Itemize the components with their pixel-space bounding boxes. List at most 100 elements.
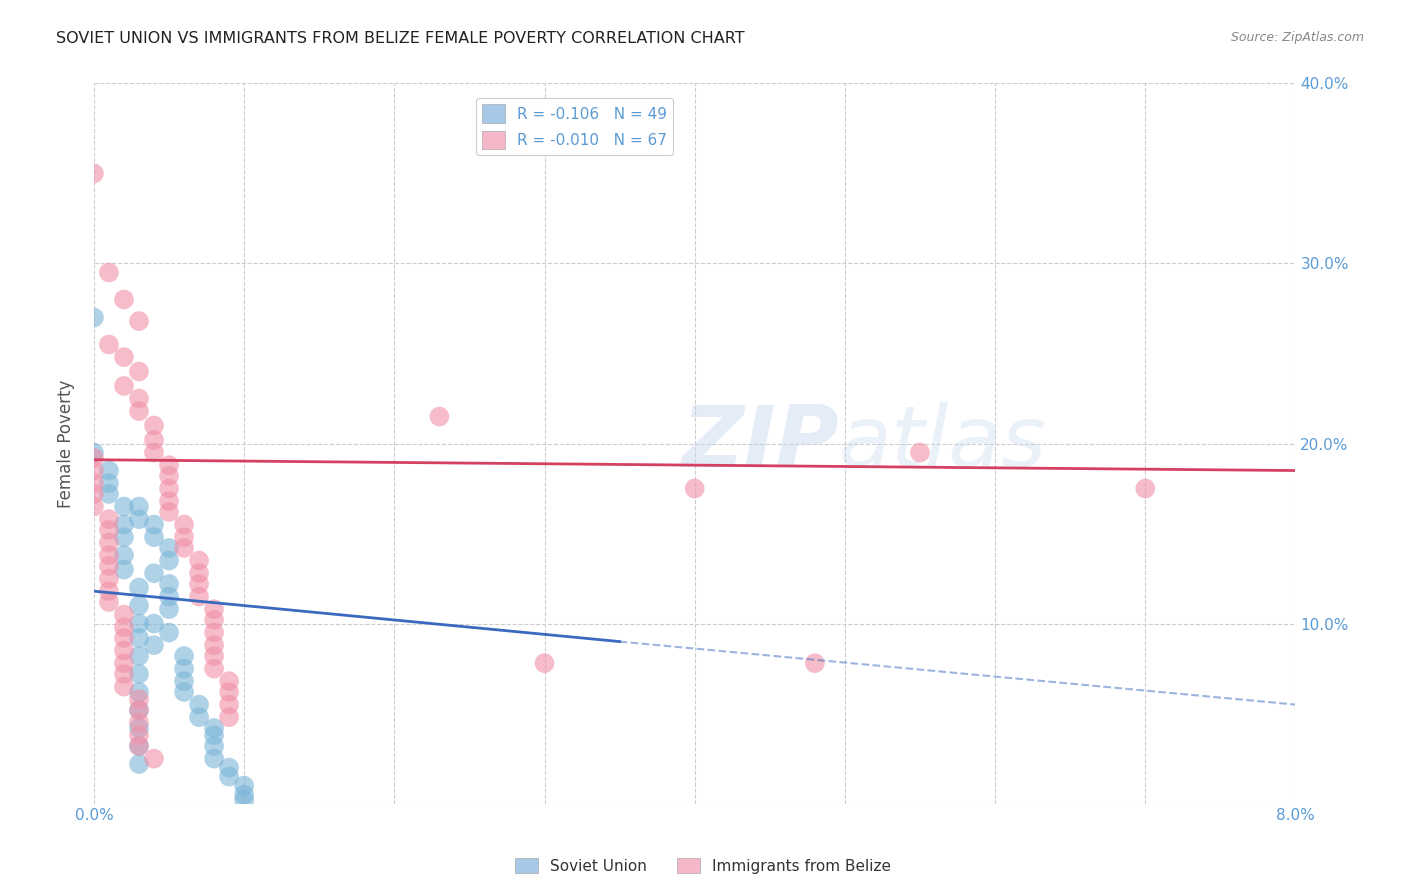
Point (157, 625, 180, 640)
Point (97, 572, 120, 586)
Point (143, 530, 166, 544)
Point (128, 721, 150, 735)
Point (233, 793, 256, 807)
Point (112, 350, 135, 364)
Legend: Soviet Union, Immigrants from Belize: Soviet Union, Immigrants from Belize (509, 852, 897, 880)
Point (157, 458, 180, 472)
Point (143, 566, 166, 581)
Y-axis label: Female Poverty: Female Poverty (58, 379, 75, 508)
Point (218, 698, 240, 712)
Point (202, 638, 225, 652)
Point (143, 445, 166, 459)
Point (112, 293, 135, 307)
Point (157, 541, 180, 555)
Point (97, 548, 120, 562)
Point (112, 631, 135, 645)
Point (128, 512, 150, 526)
Text: SOVIET UNION VS IMMIGRANTS FROM BELIZE FEMALE POVERTY CORRELATION CHART: SOVIET UNION VS IMMIGRANTS FROM BELIZE F… (56, 31, 745, 46)
Point (112, 563, 135, 577)
Point (128, 648, 150, 663)
Point (202, 602, 225, 616)
Point (112, 379, 135, 393)
Point (173, 674, 195, 689)
Point (128, 692, 150, 706)
Point (683, 482, 706, 496)
Point (202, 625, 225, 640)
Point (202, 739, 225, 753)
Point (218, 674, 240, 689)
Point (188, 698, 211, 712)
Point (112, 548, 135, 562)
Point (83, 464, 105, 478)
Point (173, 648, 195, 663)
Point (128, 500, 150, 514)
Point (143, 638, 166, 652)
Point (202, 648, 225, 663)
Point (128, 685, 150, 699)
Point (173, 530, 195, 544)
Point (97, 535, 120, 549)
Point (97, 487, 120, 501)
Point (157, 577, 180, 591)
Point (128, 757, 150, 772)
Point (128, 703, 150, 717)
Point (128, 314, 150, 328)
Point (188, 590, 211, 604)
Point (128, 703, 150, 717)
Point (112, 667, 135, 681)
Text: Source: ZipAtlas.com: Source: ZipAtlas.com (1230, 31, 1364, 45)
Point (908, 445, 931, 459)
Point (128, 599, 150, 613)
Point (128, 631, 150, 645)
Point (202, 721, 225, 735)
Point (1135, 482, 1157, 496)
Point (218, 761, 240, 775)
Text: ZIP: ZIP (682, 402, 839, 485)
Point (128, 392, 150, 406)
Point (112, 530, 135, 544)
Point (83, 310, 105, 325)
Point (173, 685, 195, 699)
Point (128, 715, 150, 730)
Point (143, 616, 166, 631)
Point (173, 662, 195, 676)
Point (202, 662, 225, 676)
Point (128, 739, 150, 753)
Point (97, 464, 120, 478)
Point (188, 566, 211, 581)
Point (143, 418, 166, 433)
Point (97, 584, 120, 599)
Point (112, 656, 135, 670)
Point (218, 770, 240, 784)
Point (112, 620, 135, 634)
Point (83, 445, 105, 459)
Point (188, 553, 211, 567)
Point (97, 558, 120, 573)
Point (112, 607, 135, 622)
Point (143, 751, 166, 765)
Point (112, 500, 135, 514)
Point (112, 680, 135, 694)
Point (112, 643, 135, 657)
Point (128, 364, 150, 378)
Point (233, 788, 256, 802)
Text: atlas: atlas (839, 402, 1047, 485)
Point (157, 553, 180, 567)
Legend: R = -0.106   N = 49, R = -0.010   N = 67: R = -0.106 N = 49, R = -0.010 N = 67 (475, 98, 673, 155)
Point (173, 541, 195, 555)
Point (188, 577, 211, 591)
Point (83, 476, 105, 491)
Point (128, 404, 150, 418)
Point (202, 751, 225, 765)
Point (128, 728, 150, 742)
Point (157, 494, 180, 508)
Point (157, 505, 180, 519)
Point (427, 409, 450, 424)
Point (533, 656, 555, 670)
Point (128, 739, 150, 753)
Point (143, 433, 166, 447)
Point (157, 590, 180, 604)
Point (202, 613, 225, 627)
Point (128, 581, 150, 595)
Point (157, 482, 180, 496)
